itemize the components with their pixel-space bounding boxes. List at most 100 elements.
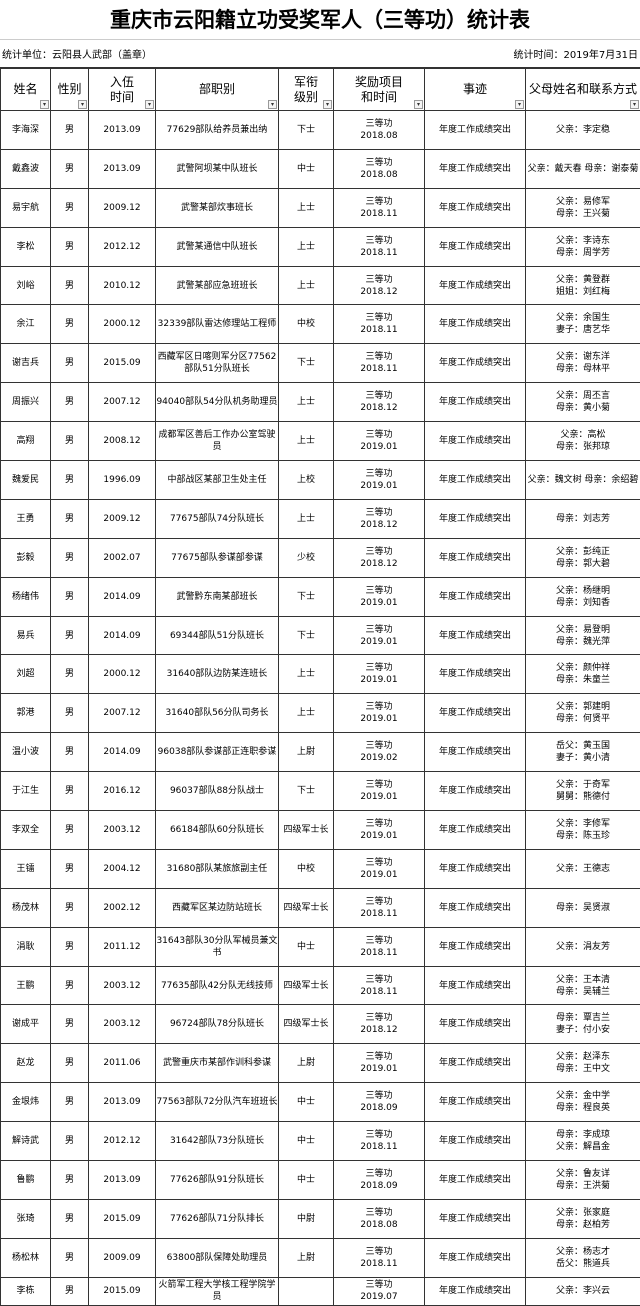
cell-unit: 31640部队56分队司务长 (156, 694, 279, 733)
statistics-unit: 统计单位：云阳县人武部（盖章） (2, 46, 152, 61)
cell-gender: 男 (51, 966, 89, 1005)
cell-contacts-text: 父亲：赵泽东 (526, 1051, 640, 1063)
cell-enlist: 2015.09 (89, 1277, 156, 1305)
cell-rank: 上尉 (279, 1238, 334, 1277)
cell-award-text: 2019.01 (334, 636, 424, 648)
cell-award-text: 三等功 (334, 935, 424, 947)
cell-award-text: 2018.08 (334, 1219, 424, 1231)
cell-gender: 男 (51, 1199, 89, 1238)
filter-dropdown-arrow-icon[interactable]: ▾ (414, 100, 423, 109)
cell-rank: 上士 (279, 188, 334, 227)
cell-deeds-text: 年度工作成绩突出 (425, 1018, 525, 1030)
cell-unit-text: 武警某通信中队班长 (156, 241, 278, 253)
cell-deeds: 年度工作成绩突出 (425, 1277, 526, 1305)
cell-name-text: 谢吉兵 (1, 357, 50, 369)
filter-dropdown-arrow-icon[interactable]: ▾ (323, 100, 332, 109)
cell-award-text: 三等功 (334, 351, 424, 363)
cell-rank-text: 上士 (279, 202, 333, 214)
cell-gender-text: 男 (51, 630, 88, 642)
cell-deeds: 年度工作成绩突出 (425, 927, 526, 966)
cell-gender-text: 男 (51, 1135, 88, 1147)
cell-gender-text: 男 (51, 435, 88, 447)
filter-dropdown-arrow-icon[interactable]: ▾ (78, 100, 87, 109)
cell-unit-text: 31640部队边防某连班长 (156, 668, 278, 680)
cell-gender: 男 (51, 149, 89, 188)
cell-name: 周振兴 (1, 383, 51, 422)
cell-name-text: 刘峪 (1, 280, 50, 292)
cell-contacts-text: 岳父：黄玉国 (526, 740, 640, 752)
header-label: 事迹 (463, 82, 487, 96)
cell-contacts-text: 父亲：李诗东 (526, 235, 640, 247)
filter-dropdown-arrow-icon[interactable]: ▾ (145, 100, 154, 109)
cell-unit: 94040部队54分队机务助理员 (156, 383, 279, 422)
cell-unit-text: 69344部队51分队班长 (156, 630, 278, 642)
cell-enlist-text: 1996.09 (89, 474, 155, 486)
cell-enlist-text: 2011.06 (89, 1057, 155, 1069)
cell-rank: 下士 (279, 772, 334, 811)
cell-name-text: 于江生 (1, 785, 50, 797)
cell-rank-text: 四级军士长 (279, 824, 333, 836)
cell-contacts: 母亲：刘志芳 (526, 499, 640, 538)
filter-dropdown-arrow-icon[interactable]: ▾ (40, 100, 49, 109)
cell-unit: 武警黔东南某部班长 (156, 577, 279, 616)
cell-gender-text: 男 (51, 124, 88, 136)
cell-name-text: 易兵 (1, 630, 50, 642)
cell-award-text: 2018.12 (334, 286, 424, 298)
cell-rank-text: 上士 (279, 435, 333, 447)
cell-rank-text: 中士 (279, 1174, 333, 1186)
filter-dropdown-arrow-icon[interactable]: ▾ (630, 100, 639, 109)
cell-rank-text: 上士 (279, 396, 333, 408)
cell-gender-text: 男 (51, 163, 88, 175)
filter-dropdown-arrow-icon[interactable]: ▾ (515, 100, 524, 109)
cell-deeds-text: 年度工作成绩突出 (425, 1135, 525, 1147)
cell-name: 温小波 (1, 733, 51, 772)
cell-enlist: 2011.06 (89, 1044, 156, 1083)
cell-gender-text: 男 (51, 707, 88, 719)
cell-name-text: 温小波 (1, 746, 50, 758)
cell-contacts-text: 妻子：黄小清 (526, 752, 640, 764)
cell-rank: 中校 (279, 305, 334, 344)
cell-award-text: 2018.12 (334, 402, 424, 414)
cell-gender-text: 男 (51, 202, 88, 214)
cell-deeds-text: 年度工作成绩突出 (425, 357, 525, 369)
cell-name-text: 赵龙 (1, 1057, 50, 1069)
cell-name: 余江 (1, 305, 51, 344)
cell-enlist: 2000.12 (89, 305, 156, 344)
cell-enlist: 2012.12 (89, 227, 156, 266)
cell-unit-text: 96724部队78分队班长 (156, 1018, 278, 1030)
cell-deeds-text: 年度工作成绩突出 (425, 824, 525, 836)
cell-unit-text: 西藏军区某边防站班长 (156, 902, 278, 914)
cell-rank: 少校 (279, 538, 334, 577)
cell-unit-text: 77563部队72分队汽车班班长 (156, 1096, 278, 1108)
cell-unit: 77626部队91分队班长 (156, 1161, 279, 1200)
cell-award-text: 2019.01 (334, 597, 424, 609)
cell-gender: 男 (51, 111, 89, 150)
cell-rank-text: 下士 (279, 124, 333, 136)
cell-unit-text: 77626部队71分队排长 (156, 1213, 278, 1225)
cell-enlist: 2002.12 (89, 888, 156, 927)
cell-rank: 上士 (279, 655, 334, 694)
cell-deeds-text: 年度工作成绩突出 (425, 1096, 525, 1108)
filter-dropdown-arrow-icon[interactable]: ▾ (268, 100, 277, 109)
cell-unit-text: 31640部队56分队司务长 (156, 707, 278, 719)
cell-deeds-text: 年度工作成绩突出 (425, 163, 525, 175)
cell-deeds-text: 年度工作成绩突出 (425, 318, 525, 330)
cell-enlist-text: 2011.12 (89, 941, 155, 953)
cell-contacts: 父亲：高松母亲：张邦琼 (526, 422, 640, 461)
cell-deeds-text: 年度工作成绩突出 (425, 863, 525, 875)
cell-deeds: 年度工作成绩突出 (425, 811, 526, 850)
cell-deeds-text: 年度工作成绩突出 (425, 474, 525, 486)
cell-name: 涓耿 (1, 927, 51, 966)
cell-enlist: 2007.12 (89, 694, 156, 733)
cell-unit-text: 31643部队30分队军械员兼文书 (156, 935, 278, 959)
cell-deeds: 年度工作成绩突出 (425, 538, 526, 577)
cell-enlist-text: 2014.09 (89, 746, 155, 758)
cell-rank: 中士 (279, 1083, 334, 1122)
